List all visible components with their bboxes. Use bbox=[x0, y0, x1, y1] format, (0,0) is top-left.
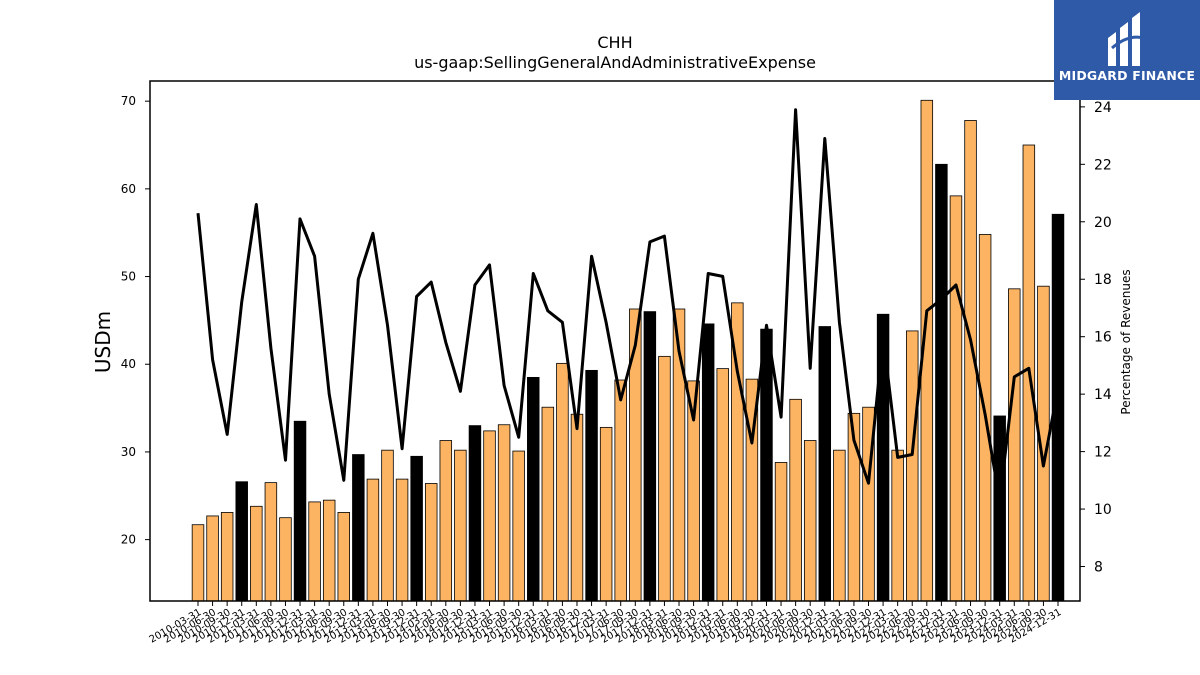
bar bbox=[993, 415, 1006, 602]
bar bbox=[570, 413, 584, 602]
y-tick-label: 30 bbox=[121, 445, 136, 459]
bar bbox=[774, 462, 788, 602]
y-tick-label: 50 bbox=[121, 270, 136, 284]
bar bbox=[395, 478, 409, 602]
y-tick-label: 20 bbox=[121, 533, 136, 547]
bar bbox=[541, 406, 555, 602]
y-tick-label: 60 bbox=[121, 182, 136, 196]
y2-tick-label: 8 bbox=[1094, 560, 1103, 576]
bar bbox=[381, 449, 394, 602]
y2-axis-label: Percentage of Revenues bbox=[1119, 269, 1133, 414]
bar bbox=[716, 368, 729, 602]
bar bbox=[833, 449, 846, 602]
y2-tick-label: 22 bbox=[1094, 157, 1112, 173]
y2-tick-label: 20 bbox=[1094, 215, 1112, 231]
bar bbox=[264, 482, 278, 602]
bar-series bbox=[191, 99, 1065, 602]
bar bbox=[585, 369, 598, 602]
brand-logo-mark bbox=[1108, 12, 1145, 66]
chart-title: CHH bbox=[597, 33, 632, 52]
bar bbox=[818, 326, 832, 602]
brand-logo-text: MIDGARD FINANCE bbox=[1058, 68, 1196, 83]
bar bbox=[410, 455, 423, 602]
bar bbox=[629, 308, 642, 602]
y-tick-label: 70 bbox=[121, 94, 136, 108]
bar bbox=[935, 163, 948, 602]
bar bbox=[483, 430, 496, 602]
y2-tick-label: 24 bbox=[1094, 100, 1112, 116]
bar bbox=[279, 517, 292, 602]
bar bbox=[191, 524, 205, 602]
y2-tick-label: 12 bbox=[1094, 445, 1112, 461]
bar bbox=[352, 454, 365, 602]
bar bbox=[250, 505, 263, 602]
bar bbox=[643, 311, 657, 602]
bar bbox=[803, 440, 817, 602]
bar bbox=[906, 330, 919, 602]
bar bbox=[235, 481, 248, 602]
y2-tick-label: 18 bbox=[1094, 272, 1112, 288]
plot-frame bbox=[149, 80, 1081, 602]
bar bbox=[891, 449, 904, 602]
y2-tick-label: 10 bbox=[1094, 502, 1112, 518]
bar bbox=[337, 512, 350, 602]
bar bbox=[599, 426, 613, 602]
bar bbox=[206, 515, 219, 602]
bar bbox=[424, 483, 438, 602]
line-series bbox=[196, 108, 1060, 502]
bar bbox=[308, 501, 321, 602]
axes: 203040506070810121416182022242010-03-312… bbox=[121, 80, 1112, 646]
bar bbox=[701, 323, 715, 602]
y-axis-label: USDm bbox=[91, 311, 115, 373]
bar bbox=[322, 499, 336, 602]
bar bbox=[439, 440, 453, 602]
y2-tick-label: 16 bbox=[1094, 330, 1112, 346]
bar bbox=[293, 420, 307, 602]
bar bbox=[454, 449, 467, 602]
y-tick-label: 40 bbox=[121, 357, 136, 371]
bar bbox=[366, 478, 380, 602]
bar bbox=[512, 450, 525, 602]
bar bbox=[556, 362, 569, 602]
bar bbox=[789, 398, 802, 602]
bar bbox=[497, 424, 511, 602]
y2-tick-label: 14 bbox=[1094, 387, 1112, 403]
bar bbox=[468, 425, 482, 602]
bar bbox=[220, 512, 234, 602]
bar bbox=[658, 355, 671, 602]
brand-logo: MIDGARD FINANCE bbox=[1054, 0, 1200, 100]
bar bbox=[614, 379, 627, 602]
bar bbox=[949, 195, 963, 602]
bar bbox=[527, 376, 540, 602]
series-line bbox=[196, 108, 1060, 502]
chart-subtitle: us-gaap:SellingGeneralAndAdministrativeE… bbox=[414, 53, 816, 72]
bar bbox=[876, 313, 890, 602]
bar bbox=[1008, 288, 1021, 602]
